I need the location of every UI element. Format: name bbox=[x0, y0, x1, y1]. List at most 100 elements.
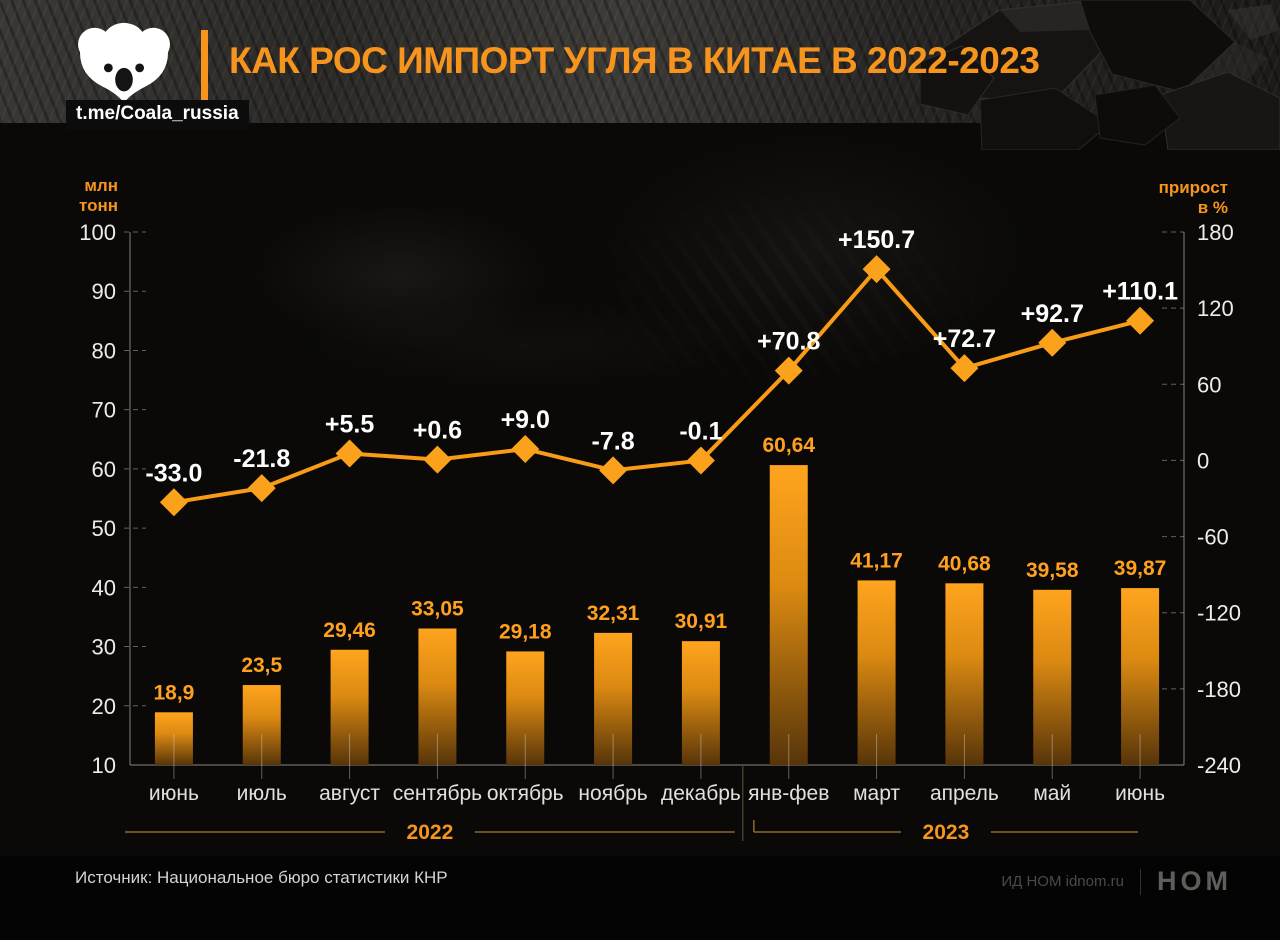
bar bbox=[506, 651, 545, 765]
bar bbox=[594, 632, 633, 765]
line-value-label: +92.7 bbox=[1021, 300, 1084, 328]
bar-value-label: 32,31 bbox=[587, 602, 640, 625]
bar-value-label: 41,17 bbox=[850, 549, 903, 572]
telegram-badge: t.me/Coala_russia bbox=[66, 100, 249, 130]
month-label: июнь bbox=[1115, 782, 1165, 805]
line-marker-diamond bbox=[511, 435, 540, 464]
month-label: сентябрь bbox=[393, 782, 482, 805]
month-label: ноябрь bbox=[578, 782, 647, 805]
bar bbox=[242, 685, 281, 765]
left-axis-tick-label: 40 bbox=[92, 575, 116, 600]
title-separator bbox=[201, 30, 208, 103]
left-axis-tick-label: 60 bbox=[92, 457, 116, 482]
year-axis: 2022 2023 bbox=[125, 766, 1138, 844]
right-axis-tick-label: -240 bbox=[1197, 753, 1241, 778]
left-axis-unit-line2: тонн bbox=[78, 196, 118, 215]
publisher-note: ИД НОМ idnom.ru bbox=[1001, 873, 1124, 890]
left-axis-tick-label: 70 bbox=[92, 398, 116, 423]
growth-line bbox=[173, 267, 1141, 505]
bar-value-label: 29,18 bbox=[499, 620, 552, 643]
line-value-label: +72.7 bbox=[933, 325, 996, 353]
line-marker-diamond bbox=[1038, 328, 1067, 357]
right-axis-tick-label: -60 bbox=[1197, 525, 1229, 550]
bar-value-label: 29,46 bbox=[323, 619, 376, 642]
bar-value-label: 23,5 bbox=[241, 654, 282, 677]
year-label: 2022 bbox=[407, 821, 454, 844]
month-label: июль bbox=[237, 782, 287, 805]
left-axis-tick-label: 10 bbox=[92, 753, 116, 778]
line-marker-diamond bbox=[159, 488, 188, 517]
bar bbox=[418, 628, 457, 765]
left-axis-tick-label: 20 bbox=[92, 694, 116, 719]
bar bbox=[857, 580, 896, 765]
publisher-block: ИД НОМ idnom.ru НОМ bbox=[1001, 866, 1232, 897]
left-axis-tick-label: 50 bbox=[92, 516, 116, 541]
left-axis-unit-label: млн тонн bbox=[40, 176, 118, 216]
line-marker-diamond bbox=[1126, 306, 1155, 335]
axes: 100 90 80 70 60 50 40 30 20 10 180 120 60 0 -60 -120 -18… bbox=[79, 220, 1241, 778]
line-marker-diamond bbox=[599, 456, 628, 485]
coal-rocks-decoration bbox=[920, 0, 1280, 150]
bar bbox=[154, 712, 193, 765]
right-axis-tick-label: -120 bbox=[1197, 601, 1241, 626]
bar bbox=[330, 649, 369, 765]
line-series: -33.0 -21.8 +5.5 +0.6 +9.0 -7.8 -0.1 +70.8 +150.… bbox=[145, 226, 1178, 517]
right-axis-tick-label: -180 bbox=[1197, 677, 1241, 702]
bar bbox=[945, 583, 984, 765]
line-value-label: +150.7 bbox=[838, 226, 915, 254]
page-title: КАК РОС ИМПОРТ УГЛЯ В КИТАЕ В 2022-2023 bbox=[229, 40, 1040, 81]
line-value-label: +110.1 bbox=[1102, 278, 1178, 306]
source-note: Источник: Национальное бюро статистики К… bbox=[75, 868, 448, 887]
left-axis-tick-label: 80 bbox=[92, 338, 116, 363]
bar bbox=[1033, 589, 1072, 765]
right-axis-tick-label: 0 bbox=[1197, 448, 1209, 473]
year-label: 2023 bbox=[923, 821, 970, 844]
line-marker-diamond bbox=[862, 255, 891, 284]
right-axis-unit-line1: прирост bbox=[1158, 178, 1228, 197]
month-label: янв-фев bbox=[748, 782, 829, 805]
line-marker-diamond bbox=[423, 445, 452, 474]
right-axis-unit-line2: в % bbox=[1197, 198, 1228, 217]
line-marker-diamond bbox=[950, 354, 979, 383]
month-label: апрель bbox=[930, 782, 999, 805]
month-axis: июнь июль август сентябрь октябрь ноябрь декаб… bbox=[149, 782, 1165, 805]
bar-value-label: 39,58 bbox=[1026, 559, 1079, 582]
right-axis-tick-label: 60 bbox=[1197, 372, 1221, 397]
month-label: август bbox=[319, 782, 380, 805]
month-label: март bbox=[853, 782, 900, 805]
left-axis-tick-label: 100 bbox=[79, 220, 116, 245]
bar-value-label: 39,87 bbox=[1114, 557, 1167, 580]
right-axis-tick-label: 180 bbox=[1197, 220, 1234, 245]
bar bbox=[681, 641, 720, 765]
line-value-label: +5.5 bbox=[325, 410, 374, 438]
line-value-label: -21.8 bbox=[233, 445, 290, 473]
right-axis-tick-label: 120 bbox=[1197, 296, 1234, 321]
month-label: май bbox=[1033, 782, 1071, 805]
line-marker-diamond bbox=[335, 439, 364, 468]
bar bbox=[1121, 588, 1160, 765]
bar-value-label: 30,91 bbox=[675, 610, 728, 633]
bar bbox=[769, 465, 808, 765]
bar-value-label: 33,05 bbox=[411, 597, 464, 620]
line-value-label: -0.1 bbox=[679, 418, 722, 446]
koala-logo-icon bbox=[78, 22, 170, 104]
line-value-label: -33.0 bbox=[145, 459, 202, 487]
line-value-label: +0.6 bbox=[413, 417, 462, 445]
left-axis-tick-label: 30 bbox=[92, 635, 116, 660]
bar-value-label: 60,64 bbox=[762, 434, 815, 457]
bar-series: 18,9 23,5 29,46 33,05 29,18 32,31 30,91 60,64 41… bbox=[153, 434, 1166, 779]
month-label: декабрь bbox=[661, 782, 741, 805]
bar-value-label: 40,68 bbox=[938, 552, 991, 575]
left-axis-tick-label: 90 bbox=[92, 279, 116, 304]
footer-background bbox=[0, 856, 1280, 940]
line-marker-diamond bbox=[774, 356, 803, 385]
line-value-label: +70.8 bbox=[757, 328, 820, 356]
left-axis-unit-line1: млн bbox=[84, 176, 118, 195]
right-axis-unit-label: прирост в % bbox=[1120, 178, 1228, 218]
line-value-label: +9.0 bbox=[501, 406, 550, 434]
bar-value-label: 18,9 bbox=[153, 681, 194, 704]
month-label: июнь bbox=[149, 782, 199, 805]
line-marker-diamond bbox=[686, 446, 715, 475]
